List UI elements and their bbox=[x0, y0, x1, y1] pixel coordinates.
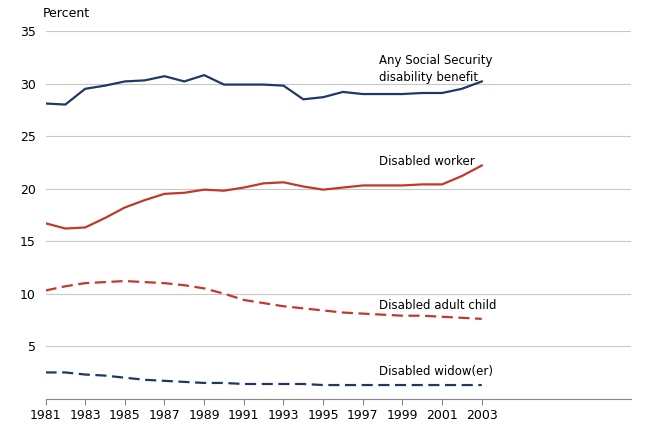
Text: Any Social Security
disability benefit: Any Social Security disability benefit bbox=[379, 54, 492, 84]
Text: Percent: Percent bbox=[43, 7, 90, 20]
Text: Disabled widow(er): Disabled widow(er) bbox=[379, 365, 493, 378]
Text: Disabled adult child: Disabled adult child bbox=[379, 299, 496, 312]
Text: Disabled worker: Disabled worker bbox=[379, 155, 474, 168]
